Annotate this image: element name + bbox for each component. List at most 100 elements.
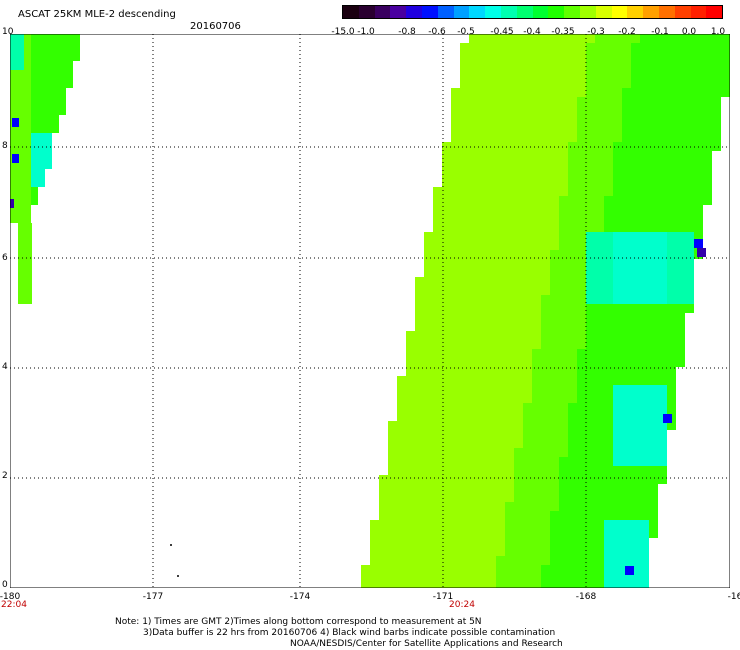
swath-cell — [433, 448, 442, 457]
swath-cell — [496, 106, 505, 115]
swath-cell — [622, 421, 631, 430]
swath-cell — [25, 259, 32, 268]
swath-cell — [559, 421, 568, 430]
swath-cell — [496, 403, 505, 412]
swath-cell — [559, 502, 568, 511]
swath-cell — [622, 385, 631, 394]
swath-cell — [613, 394, 622, 403]
swath-cell — [514, 241, 523, 250]
swath-cell — [532, 295, 541, 304]
swath-cell — [469, 313, 478, 322]
swath-cell — [550, 520, 559, 529]
swath-cell — [433, 511, 442, 520]
swath-cell — [604, 286, 613, 295]
swath-cell — [604, 223, 613, 232]
swath-cell — [469, 565, 478, 574]
swath-cell — [18, 295, 25, 304]
swath-cell — [52, 52, 59, 61]
swath-cell — [460, 169, 469, 178]
swath-cell — [532, 313, 541, 322]
swath-cell — [595, 502, 604, 511]
swath-cell — [415, 565, 424, 574]
swath-cell — [433, 205, 442, 214]
swath-cell — [442, 430, 451, 439]
swath-cell — [649, 385, 658, 394]
swath-cell — [505, 268, 514, 277]
swath-cell — [613, 520, 622, 529]
swath-cell — [451, 529, 460, 538]
swath-cell — [487, 340, 496, 349]
swath-cell — [433, 214, 442, 223]
map-gridlines — [10, 34, 730, 588]
swath-cell — [469, 583, 478, 588]
swath-cell — [469, 322, 478, 331]
swath-cell — [631, 466, 640, 475]
swath-cell — [31, 52, 38, 61]
swath-cell — [595, 313, 604, 322]
swath-cell — [460, 547, 469, 556]
swath-cell — [460, 367, 469, 376]
swath-cell — [595, 556, 604, 565]
swath-cell — [541, 385, 550, 394]
swath-cell — [577, 520, 586, 529]
swath-cell — [379, 574, 388, 583]
swath-cell — [541, 70, 550, 79]
swath-cell — [649, 214, 658, 223]
swath-cell — [613, 70, 622, 79]
swath-cell — [478, 79, 487, 88]
swath-cell — [433, 331, 442, 340]
swath-cell — [514, 475, 523, 484]
swath-cell — [541, 259, 550, 268]
swath-cell — [712, 106, 721, 115]
swath-cell — [496, 214, 505, 223]
swath-cell — [604, 304, 613, 313]
swath-cell — [586, 574, 595, 583]
swath-cell — [496, 547, 505, 556]
swath-cell — [460, 52, 469, 61]
swath-cell — [640, 439, 649, 448]
swath-cell — [415, 475, 424, 484]
swath-cell — [487, 529, 496, 538]
swath-cell — [406, 574, 415, 583]
swath-cell — [451, 448, 460, 457]
swath-cell — [667, 70, 676, 79]
swath-cell — [523, 538, 532, 547]
swath-cell — [631, 475, 640, 484]
swath-cell — [52, 61, 59, 70]
swath-cell — [712, 142, 721, 151]
swath-cell — [487, 322, 496, 331]
color-scale-swatch — [390, 6, 407, 18]
swath-cell — [514, 394, 523, 403]
swath-cell — [622, 106, 631, 115]
swath-cell — [559, 475, 568, 484]
swath-cell — [505, 322, 514, 331]
x-axis-label: -168 — [575, 592, 597, 602]
swath-cell — [388, 475, 397, 484]
swath-cell — [469, 475, 478, 484]
swath-cell — [604, 43, 613, 52]
swath-cell — [397, 394, 406, 403]
swath-cell — [658, 61, 667, 70]
swath-cell — [622, 241, 631, 250]
swath-cell — [559, 277, 568, 286]
swath-cell — [586, 268, 595, 277]
swath-cell — [469, 385, 478, 394]
swath-cell — [460, 475, 469, 484]
swath-cell — [18, 259, 25, 268]
swath-cell — [568, 358, 577, 367]
swath-cell — [541, 511, 550, 520]
swath-cell — [595, 223, 604, 232]
swath-cell — [685, 232, 694, 241]
swath-cell — [478, 430, 487, 439]
swath-cell — [361, 574, 370, 583]
swath-cell — [541, 583, 550, 588]
swath-cell — [694, 133, 703, 142]
swath-cell — [415, 457, 424, 466]
swath-cell — [433, 466, 442, 475]
swath-cell — [667, 277, 676, 286]
swath-cell — [487, 376, 496, 385]
swath-cell — [460, 340, 469, 349]
swath-cell — [613, 493, 622, 502]
swath-cell — [640, 403, 649, 412]
swath-cell — [649, 196, 658, 205]
